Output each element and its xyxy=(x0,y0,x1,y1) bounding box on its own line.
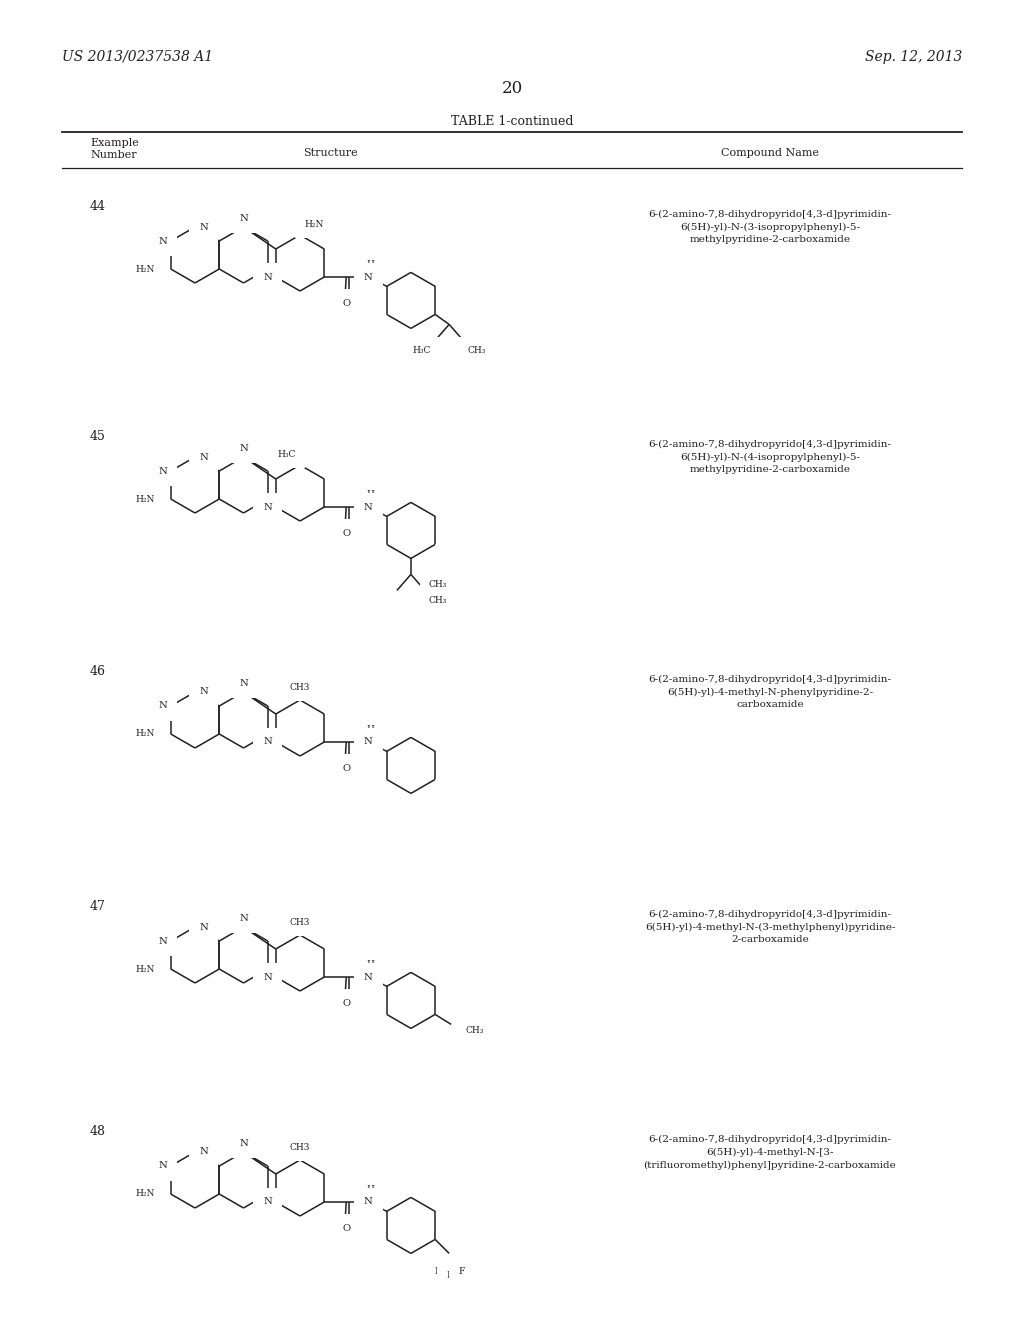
Text: N: N xyxy=(158,236,167,246)
Text: N: N xyxy=(364,272,373,281)
Text: N: N xyxy=(199,223,208,231)
Text: 20: 20 xyxy=(502,81,522,96)
Text: H₂N: H₂N xyxy=(135,264,155,273)
Text: N: N xyxy=(240,214,248,223)
Text: 6-(2-amino-7,8-dihydropyrido[4,3-d]pyrimidin-
6(5H)-yl)-4-methyl-N-[3-
(trifluor: 6-(2-amino-7,8-dihydropyrido[4,3-d]pyrim… xyxy=(644,1135,896,1170)
Text: CH₃: CH₃ xyxy=(429,595,447,605)
Text: N: N xyxy=(158,936,167,945)
Text: H: H xyxy=(367,725,374,734)
Text: N: N xyxy=(240,678,248,688)
Text: N: N xyxy=(263,973,271,982)
Text: CH3: CH3 xyxy=(290,917,310,927)
Text: N: N xyxy=(364,738,373,747)
Text: H: H xyxy=(367,490,374,499)
Text: H₂N: H₂N xyxy=(304,220,324,228)
Text: CH₃: CH₃ xyxy=(465,1026,483,1035)
Text: H₂N: H₂N xyxy=(135,495,155,503)
Text: 45: 45 xyxy=(90,430,105,444)
Text: Compound Name: Compound Name xyxy=(721,148,819,158)
Text: 6-(2-amino-7,8-dihydropyrido[4,3-d]pyrimidin-
6(5H)-yl)-N-(4-isopropylphenyl)-5-: 6-(2-amino-7,8-dihydropyrido[4,3-d]pyrim… xyxy=(648,440,892,474)
Text: F: F xyxy=(446,1271,453,1280)
Text: H₂N: H₂N xyxy=(135,730,155,738)
Text: H₂N: H₂N xyxy=(135,1189,155,1199)
Text: N: N xyxy=(199,923,208,932)
Text: US 2013/0237538 A1: US 2013/0237538 A1 xyxy=(62,50,213,63)
Text: N: N xyxy=(199,453,208,462)
Text: O: O xyxy=(342,529,350,539)
Text: N: N xyxy=(158,1162,167,1171)
Text: H: H xyxy=(367,1185,374,1195)
Text: 6-(2-amino-7,8-dihydropyrido[4,3-d]pyrimidin-
6(5H)-yl)-4-methyl-N-(3-methylphen: 6-(2-amino-7,8-dihydropyrido[4,3-d]pyrim… xyxy=(645,909,895,944)
Text: H₃C: H₃C xyxy=(278,450,296,459)
Text: N: N xyxy=(263,272,271,281)
Text: Sep. 12, 2013: Sep. 12, 2013 xyxy=(864,50,962,63)
Text: N: N xyxy=(199,1147,208,1156)
Text: CH3: CH3 xyxy=(290,1143,310,1152)
Text: CH₃: CH₃ xyxy=(429,579,447,589)
Text: N: N xyxy=(158,701,167,710)
Text: N: N xyxy=(240,913,248,923)
Text: TABLE 1-continued: TABLE 1-continued xyxy=(451,115,573,128)
Text: H₃C: H₃C xyxy=(413,346,431,355)
Text: 47: 47 xyxy=(90,900,105,913)
Text: N: N xyxy=(364,973,373,982)
Text: F: F xyxy=(434,1267,440,1276)
Text: N: N xyxy=(263,1197,271,1206)
Text: N: N xyxy=(240,444,248,453)
Text: N: N xyxy=(240,1139,248,1148)
Text: H: H xyxy=(367,960,374,969)
Text: CH₃: CH₃ xyxy=(467,346,485,355)
Text: Structure: Structure xyxy=(303,148,357,158)
Text: 44: 44 xyxy=(90,201,106,213)
Text: N: N xyxy=(263,503,271,511)
Text: O: O xyxy=(342,999,350,1008)
Text: Example
Number: Example Number xyxy=(90,139,138,160)
Text: 46: 46 xyxy=(90,665,106,678)
Text: O: O xyxy=(342,300,350,308)
Text: CH3: CH3 xyxy=(290,682,310,692)
Text: N: N xyxy=(199,688,208,697)
Text: N: N xyxy=(263,738,271,747)
Text: O: O xyxy=(342,764,350,774)
Text: H: H xyxy=(367,260,374,269)
Text: N: N xyxy=(364,503,373,511)
Text: N: N xyxy=(364,1197,373,1206)
Text: 6-(2-amino-7,8-dihydropyrido[4,3-d]pyrimidin-
6(5H)-yl)-N-(3-isopropylphenyl)-5-: 6-(2-amino-7,8-dihydropyrido[4,3-d]pyrim… xyxy=(648,210,892,244)
Text: H₂N: H₂N xyxy=(135,965,155,974)
Text: F: F xyxy=(458,1267,464,1276)
Text: O: O xyxy=(342,1224,350,1233)
Text: 6-(2-amino-7,8-dihydropyrido[4,3-d]pyrimidin-
6(5H)-yl)-4-methyl-N-phenylpyridin: 6-(2-amino-7,8-dihydropyrido[4,3-d]pyrim… xyxy=(648,675,892,709)
Text: 48: 48 xyxy=(90,1125,106,1138)
Text: N: N xyxy=(158,466,167,475)
